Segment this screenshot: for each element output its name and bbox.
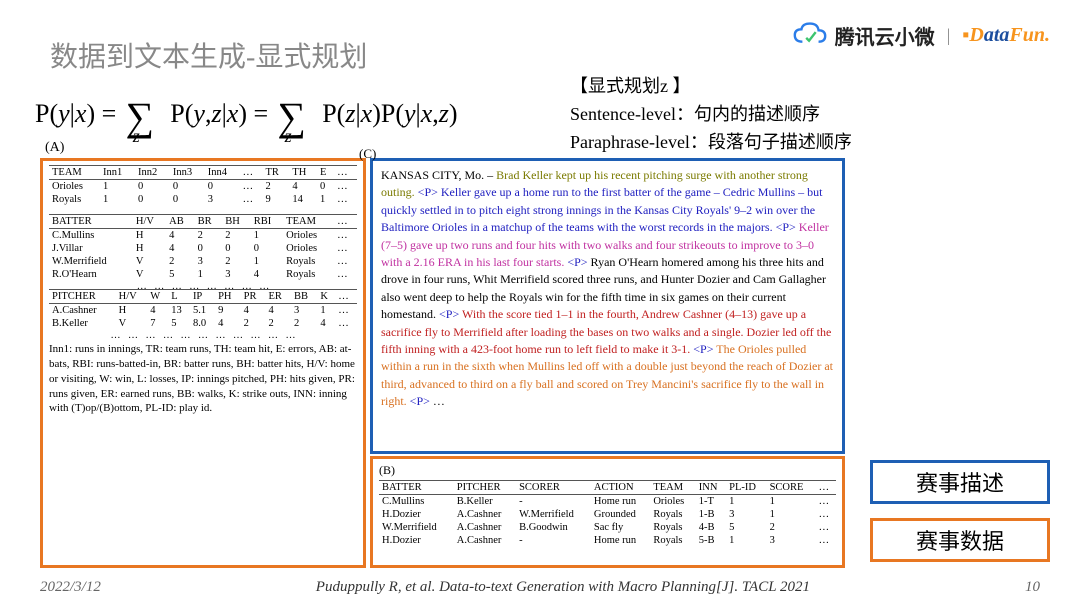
label-b: (B)	[379, 463, 836, 478]
table-row: C.MullinsH4221Orioles…	[49, 229, 357, 243]
sidebox-desc: 赛事描述	[870, 460, 1050, 504]
col-header: …	[335, 290, 357, 304]
col-header: BB	[291, 290, 317, 304]
table-row: R.O'HearnV5134Royals…	[49, 268, 357, 281]
col-header: …	[334, 166, 357, 180]
p-marker: <P>	[567, 255, 587, 269]
tencent-logo: 腾讯云小微	[791, 20, 935, 50]
col-header: ER	[265, 290, 291, 304]
col-header: TEAM	[650, 481, 695, 495]
sidebox-data: 赛事数据	[870, 518, 1050, 562]
panel-b: (B) BATTERPITCHERSCORERACTIONTEAMINNPL-I…	[370, 456, 845, 568]
col-header: SCORER	[516, 481, 591, 495]
planning-line1: Sentence-level：句内的描述顺序	[570, 100, 852, 126]
col-header: BR	[195, 215, 223, 229]
legend: Inn1: runs in innings, TR: team runs, TH…	[49, 342, 357, 416]
col-header: SCORE	[767, 481, 816, 495]
batter-table: BATTERH/VABBRBHRBITEAM… C.MullinsH4221Or…	[49, 214, 357, 281]
panel-a: TEAMInn1Inn2Inn3Inn4…TRTHE… Orioles1000……	[40, 158, 366, 568]
table-row: A.CashnerH4135.194431…	[49, 304, 357, 318]
col-header: PITCHER	[49, 290, 116, 304]
col-header: H/V	[133, 215, 166, 229]
footer: 2022/3/12 Puduppully R, et al. Data-to-t…	[40, 579, 1040, 596]
col-header: …	[240, 166, 263, 180]
col-header: E	[317, 166, 334, 180]
pitcher-table: PITCHERH/VWLIPPHPRERBBK… A.CashnerH4135.…	[49, 289, 357, 330]
col-header: AB	[166, 215, 194, 229]
datafun-logo: ▪DataFun.	[962, 24, 1050, 47]
p-marker: <P>	[693, 342, 713, 356]
footer-date: 2022/3/12	[40, 579, 101, 596]
table-row: W.MerrifieldA.CashnerB.GoodwinSac flyRoy…	[379, 521, 836, 534]
col-header: BH	[222, 215, 250, 229]
divider: |	[947, 25, 951, 46]
col-header: RBI	[251, 215, 283, 229]
team-table: TEAMInn1Inn2Inn3Inn4…TRTHE… Orioles1000……	[49, 165, 357, 206]
planning-title: 【显式规划z 】	[570, 72, 852, 98]
table-row: Orioles1000…240…	[49, 180, 357, 194]
table-row: Royals1003…9141…	[49, 193, 357, 206]
p-marker: <P>	[418, 185, 438, 199]
table-row: W.MerrifieldV2321Royals…	[49, 255, 357, 268]
table-row: J.VillarH4000Orioles…	[49, 242, 357, 255]
col-header: INN	[696, 481, 726, 495]
col-header: …	[334, 215, 357, 229]
col-header: ACTION	[591, 481, 650, 495]
col-header: K	[317, 290, 335, 304]
col-header: Inn1	[100, 166, 135, 180]
col-header: Inn2	[135, 166, 170, 180]
panel-c: (C) KANSAS CITY, Mo. – Brad Keller kept …	[370, 158, 845, 454]
col-header: Inn4	[205, 166, 240, 180]
tencent-text: 腾讯云小微	[835, 21, 935, 50]
col-header: TEAM	[49, 166, 100, 180]
footer-cite: Puduppully R, et al. Data-to-text Genera…	[316, 579, 810, 596]
text-trail: …	[433, 394, 445, 408]
col-header: PL-ID	[726, 481, 766, 495]
text-blue: Keller gave up a home run to the first b…	[381, 185, 822, 234]
col-header: Inn3	[170, 166, 205, 180]
p-marker: <P>	[410, 394, 430, 408]
p-marker: <P>	[776, 220, 796, 234]
formula: P(y|x) = ∑z P(y,z|x) = ∑z P(z|x)P(y|x,z)…	[35, 85, 458, 132]
table-row: H.DozierA.Cashner-Home runRoyals5-B13…	[379, 534, 836, 547]
table-row: C.MullinsB.Keller-Home runOrioles1-T11…	[379, 495, 836, 509]
col-header: PITCHER	[454, 481, 516, 495]
p-marker: <P>	[439, 307, 459, 321]
col-header: …	[816, 481, 836, 495]
label-c: (C)	[359, 145, 376, 164]
footer-page: 10	[1025, 579, 1040, 596]
col-header: BATTER	[49, 215, 133, 229]
table-row: H.DozierA.CashnerW.MerrifieldGroundedRoy…	[379, 508, 836, 521]
header: 腾讯云小微 | ▪DataFun.	[791, 20, 1050, 50]
col-header: TEAM	[283, 215, 334, 229]
col-header: TH	[289, 166, 317, 180]
cloud-icon	[791, 20, 829, 50]
text-loc: KANSAS CITY, Mo. –	[381, 168, 496, 182]
col-header: BATTER	[379, 481, 454, 495]
planning-line2: Paraphrase-level：段落句子描述顺序	[570, 128, 852, 154]
page-title: 数据到文本生成-显式规划	[50, 35, 367, 75]
panel-b-table: BATTERPITCHERSCORERACTIONTEAMINNPL-IDSCO…	[379, 480, 836, 547]
label-a: (A)	[45, 140, 64, 156]
col-header: TR	[262, 166, 289, 180]
table-row: B.KellerV758.042224…	[49, 317, 357, 330]
planning-box: 【显式规划z 】 Sentence-level：句内的描述顺序 Paraphra…	[570, 72, 852, 156]
